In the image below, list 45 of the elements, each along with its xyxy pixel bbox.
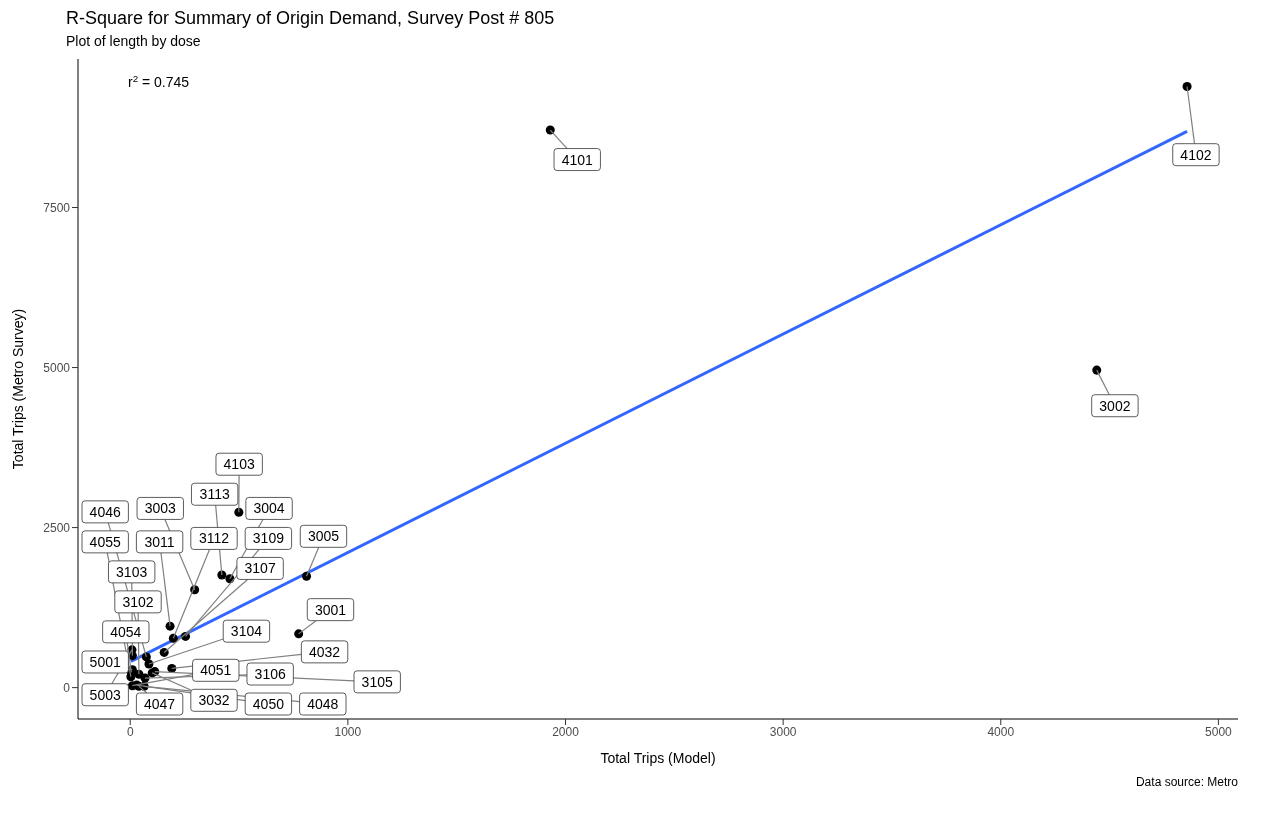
annotation: 4103 (223, 456, 255, 473)
annotation: 3003 (144, 500, 177, 517)
annotation: r$^{2}$ = 0.745 (128, 72, 190, 90)
y-tick-label: 7500 (43, 200, 71, 215)
annotation: 3102 (122, 593, 154, 610)
annotation: 3106 (254, 666, 286, 682)
annotation: 4032 (309, 643, 341, 660)
annotation: 5001 (89, 653, 121, 670)
annotation: 3002 (1099, 397, 1131, 414)
annotation: 3005 (307, 528, 340, 545)
annotation: 3011 (144, 533, 175, 550)
annotation: 4051 (200, 662, 232, 679)
annotation: 5003 (89, 686, 121, 703)
annotation: 3103 (116, 563, 148, 580)
annotation: 3105 (361, 673, 393, 690)
chart-title: R-Square for Summary of Origin Demand, Survey Post # 805 (66, 8, 556, 29)
chart-subtitle: Plot of length by dose (66, 33, 202, 49)
x-tick-label: 4000 (987, 724, 1015, 739)
annotation: 4047 (144, 696, 176, 712)
annotation: 3112 (198, 530, 230, 547)
x-tick-label: 5000 (1205, 724, 1233, 739)
annotation: 3109 (252, 530, 285, 547)
annotation: 4050 (252, 696, 285, 712)
annotation: 3113 (199, 486, 230, 503)
annotation: 3001 (314, 601, 347, 618)
annotation: 4055 (89, 533, 121, 550)
x-tick-label: 1000 (334, 724, 362, 739)
source-note: Data source: Metro (1134, 775, 1238, 789)
annotation: 3107 (244, 560, 276, 577)
y-tick-label: 2500 (43, 520, 71, 535)
x-tick-label: 2000 (552, 724, 580, 739)
annotation: 4048 (307, 696, 339, 712)
y-axis-title: Total Trips (Metro Survey) (9, 308, 26, 470)
x-tick-label: 3000 (769, 724, 797, 739)
x-axis-title: Total Trips (Model) (600, 750, 716, 766)
y-tick-label: 0 (63, 680, 71, 695)
annotation: 4102 (1180, 146, 1212, 163)
annotation: 3004 (253, 500, 285, 517)
annotation: 4054 (110, 623, 142, 640)
x-tick-label: 0 (126, 724, 134, 739)
annotation: 3104 (230, 623, 263, 640)
annotation: 4046 (89, 503, 121, 520)
y-tick-label: 5000 (43, 360, 71, 375)
annotation: 4101 (561, 151, 594, 168)
annotation: 3032 (198, 692, 230, 709)
